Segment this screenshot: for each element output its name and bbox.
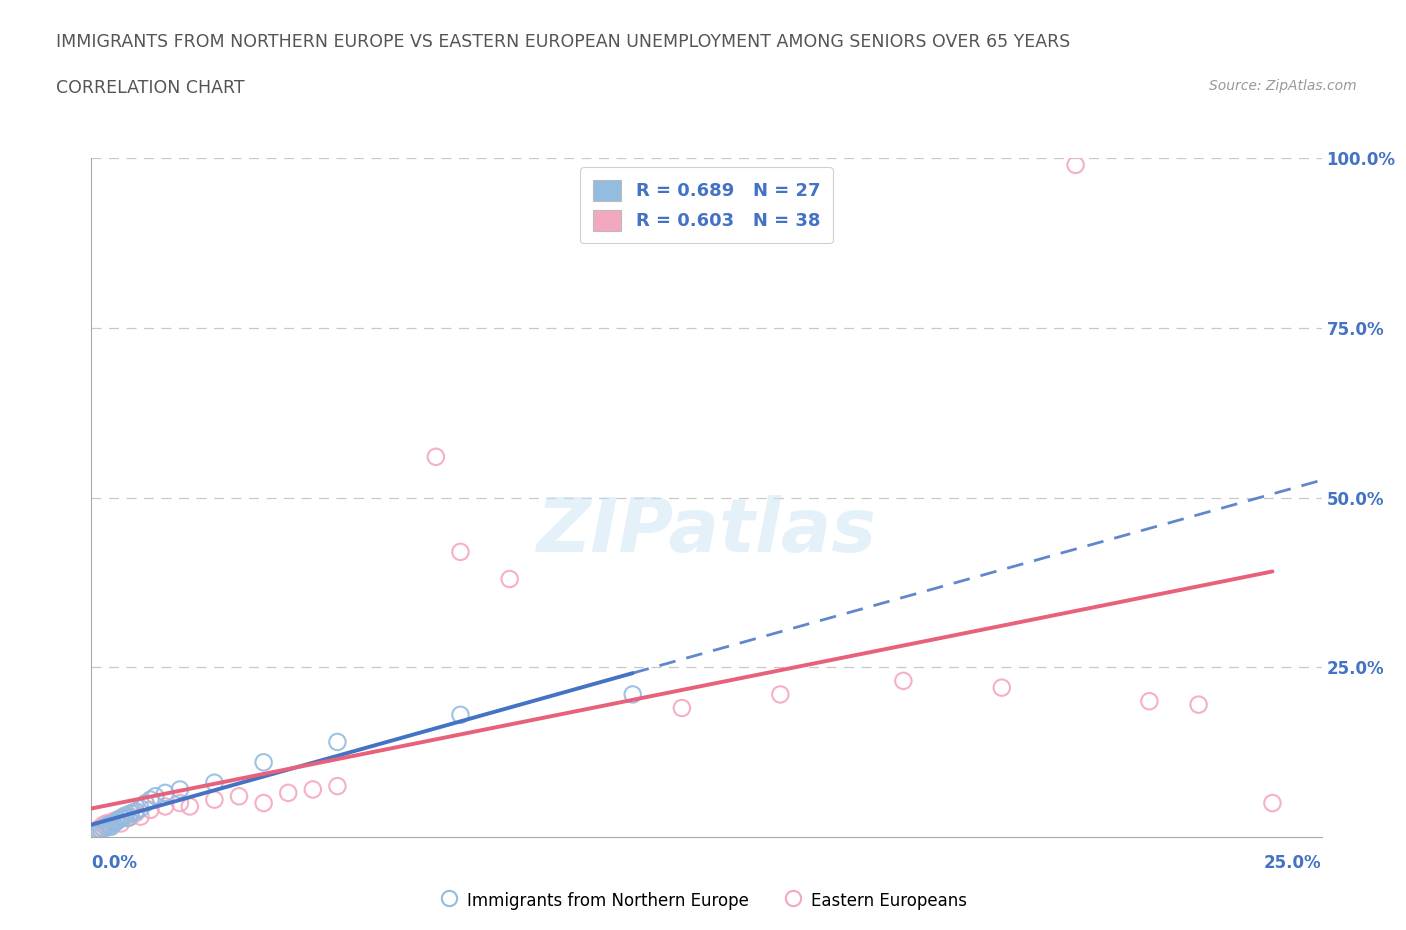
Point <box>301 782 323 797</box>
Point <box>107 813 129 828</box>
Legend: R = 0.689   N = 27, R = 0.603   N = 38: R = 0.689 N = 27, R = 0.603 N = 38 <box>579 167 834 243</box>
Point <box>110 816 132 830</box>
Point <box>139 792 162 807</box>
Point <box>105 815 127 830</box>
Point <box>449 708 471 723</box>
Point <box>124 805 148 820</box>
Point <box>117 811 139 826</box>
Point <box>169 796 191 811</box>
Point <box>135 796 157 811</box>
Point <box>120 805 142 820</box>
Point <box>110 811 132 826</box>
Legend: Immigrants from Northern Europe, Eastern Europeans: Immigrants from Northern Europe, Eastern… <box>433 884 973 917</box>
Point <box>93 821 115 836</box>
Point <box>114 811 138 826</box>
Point <box>449 544 471 559</box>
Point <box>1187 698 1209 712</box>
Point <box>120 809 142 824</box>
Point <box>86 826 108 841</box>
Point <box>96 816 117 830</box>
Point <box>83 826 105 841</box>
Text: 25.0%: 25.0% <box>1264 854 1322 872</box>
Point <box>97 819 120 834</box>
Point <box>87 824 110 839</box>
Point <box>103 816 125 830</box>
Point <box>1064 157 1087 172</box>
Point <box>86 823 108 838</box>
Point <box>90 819 112 834</box>
Point <box>139 803 162 817</box>
Point <box>326 735 349 750</box>
Point <box>179 799 201 814</box>
Point <box>253 796 276 811</box>
Point <box>671 700 693 715</box>
Point <box>202 776 225 790</box>
Point <box>621 687 644 702</box>
Point <box>90 823 112 838</box>
Point <box>145 789 166 804</box>
Point <box>253 755 276 770</box>
Point <box>1261 796 1284 811</box>
Text: Source: ZipAtlas.com: Source: ZipAtlas.com <box>1209 79 1357 93</box>
Text: ZIPatlas: ZIPatlas <box>537 495 876 568</box>
Text: 0.0%: 0.0% <box>91 854 138 872</box>
Point <box>425 449 447 464</box>
Point <box>990 680 1012 695</box>
Point <box>153 799 177 814</box>
Point <box>326 778 349 793</box>
Text: CORRELATION CHART: CORRELATION CHART <box>56 79 245 97</box>
Point <box>129 801 152 816</box>
Point <box>105 813 127 828</box>
Point <box>153 786 177 801</box>
Point <box>97 817 120 832</box>
Text: IMMIGRANTS FROM NORTHERN EUROPE VS EASTERN EUROPEAN UNEMPLOYMENT AMONG SENIORS O: IMMIGRANTS FROM NORTHERN EUROPE VS EASTE… <box>56 33 1070 50</box>
Point <box>277 786 299 801</box>
Point <box>87 821 110 836</box>
Point <box>769 687 792 702</box>
Point <box>228 789 250 804</box>
Point <box>169 782 191 797</box>
Point <box>891 673 914 688</box>
Point <box>114 808 138 823</box>
Point <box>93 817 115 832</box>
Point <box>129 809 152 824</box>
Point <box>1139 694 1161 709</box>
Point <box>100 815 122 830</box>
Point <box>202 792 225 807</box>
Point <box>124 804 148 818</box>
Point <box>96 819 117 834</box>
Point <box>112 809 135 824</box>
Point <box>498 572 520 587</box>
Point <box>100 819 122 834</box>
